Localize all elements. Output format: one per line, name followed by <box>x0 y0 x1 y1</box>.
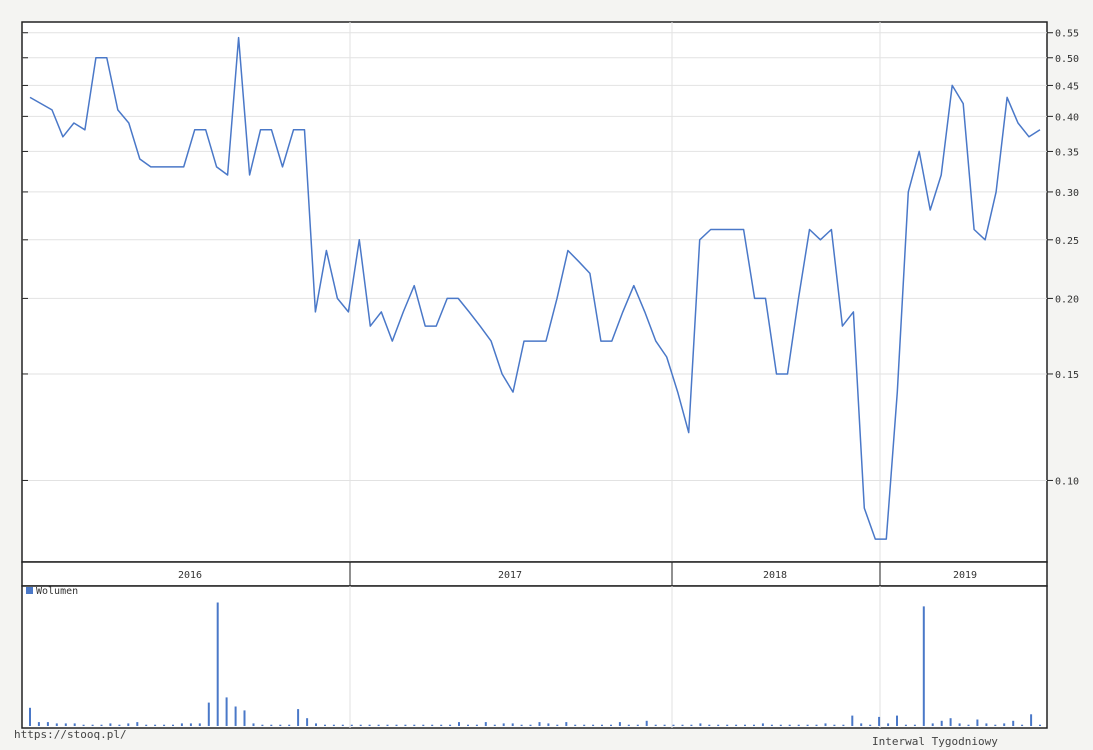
price-line-layer <box>29 36 1041 540</box>
source-url: https://stooq.pl/ <box>14 728 127 741</box>
y-tick-label: 0.10 <box>1055 476 1079 487</box>
y-tick-label: 0.50 <box>1055 54 1079 65</box>
volume-bars <box>29 602 1041 726</box>
volume-legend-swatch <box>26 587 33 594</box>
year-label: 2016 <box>178 570 202 581</box>
year-label: 2018 <box>763 570 787 581</box>
volume-legend-label: Wolumen <box>36 586 78 597</box>
y-tick-label: 0.35 <box>1055 147 1079 158</box>
price-panel <box>21 21 1048 563</box>
y-tick-label: 0.20 <box>1055 294 1079 305</box>
y-tick-label: 0.45 <box>1055 81 1079 92</box>
y-tick-label: 0.55 <box>1055 29 1079 40</box>
y-tick-label: 0.30 <box>1055 188 1079 199</box>
volume-grid <box>349 586 881 728</box>
price-line <box>29 36 1041 540</box>
price-grid <box>22 22 1047 562</box>
year-label: 2017 <box>498 570 522 581</box>
price-y-axis: 0.10 0.15 0.20 0.25 0.30 0.35 0.40 0.45 0.50 0.55 <box>22 29 1079 487</box>
y-tick-label: 0.40 <box>1055 112 1079 123</box>
y-tick-label: 0.25 <box>1055 236 1079 247</box>
volume-panel <box>21 585 1048 729</box>
year-labels: 2016 2017 2018 2019 <box>178 562 977 586</box>
year-strip <box>21 561 1048 587</box>
y-tick-label: 0.15 <box>1055 370 1079 381</box>
year-label: 2019 <box>953 570 977 581</box>
interval-label: Interwal Tygodniowy <box>872 735 998 748</box>
